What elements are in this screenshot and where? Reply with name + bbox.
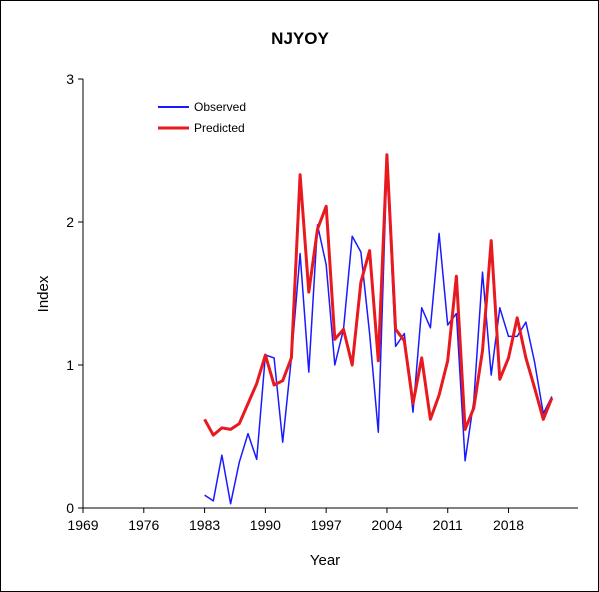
- x-tick-label: 1983: [189, 517, 220, 533]
- x-axis-label: Year: [310, 552, 340, 569]
- y-tick-label: 3: [66, 71, 74, 87]
- x-tick-label: 1990: [250, 517, 281, 533]
- legend-label-predicted: Predicted: [194, 121, 245, 135]
- series-lines: [205, 155, 552, 504]
- x-tick-label: 2018: [493, 517, 524, 533]
- chart-title: NJYOY: [271, 29, 329, 48]
- x-tick-label: 2011: [433, 517, 463, 533]
- x-tick-label: 2004: [371, 517, 402, 533]
- series-line-predicted: [205, 155, 552, 435]
- y-tick-label: 0: [66, 500, 74, 516]
- legend: Observed Predicted: [158, 100, 246, 135]
- y-axis-label: Index: [35, 275, 52, 312]
- legend-label-observed: Observed: [194, 100, 246, 114]
- x-tick-label: 1969: [67, 517, 98, 533]
- y-tick-label: 2: [66, 214, 74, 230]
- x-tick-label: 1976: [128, 517, 159, 533]
- x-tick-label: 1997: [311, 517, 342, 533]
- y-tick-label: 1: [66, 357, 74, 373]
